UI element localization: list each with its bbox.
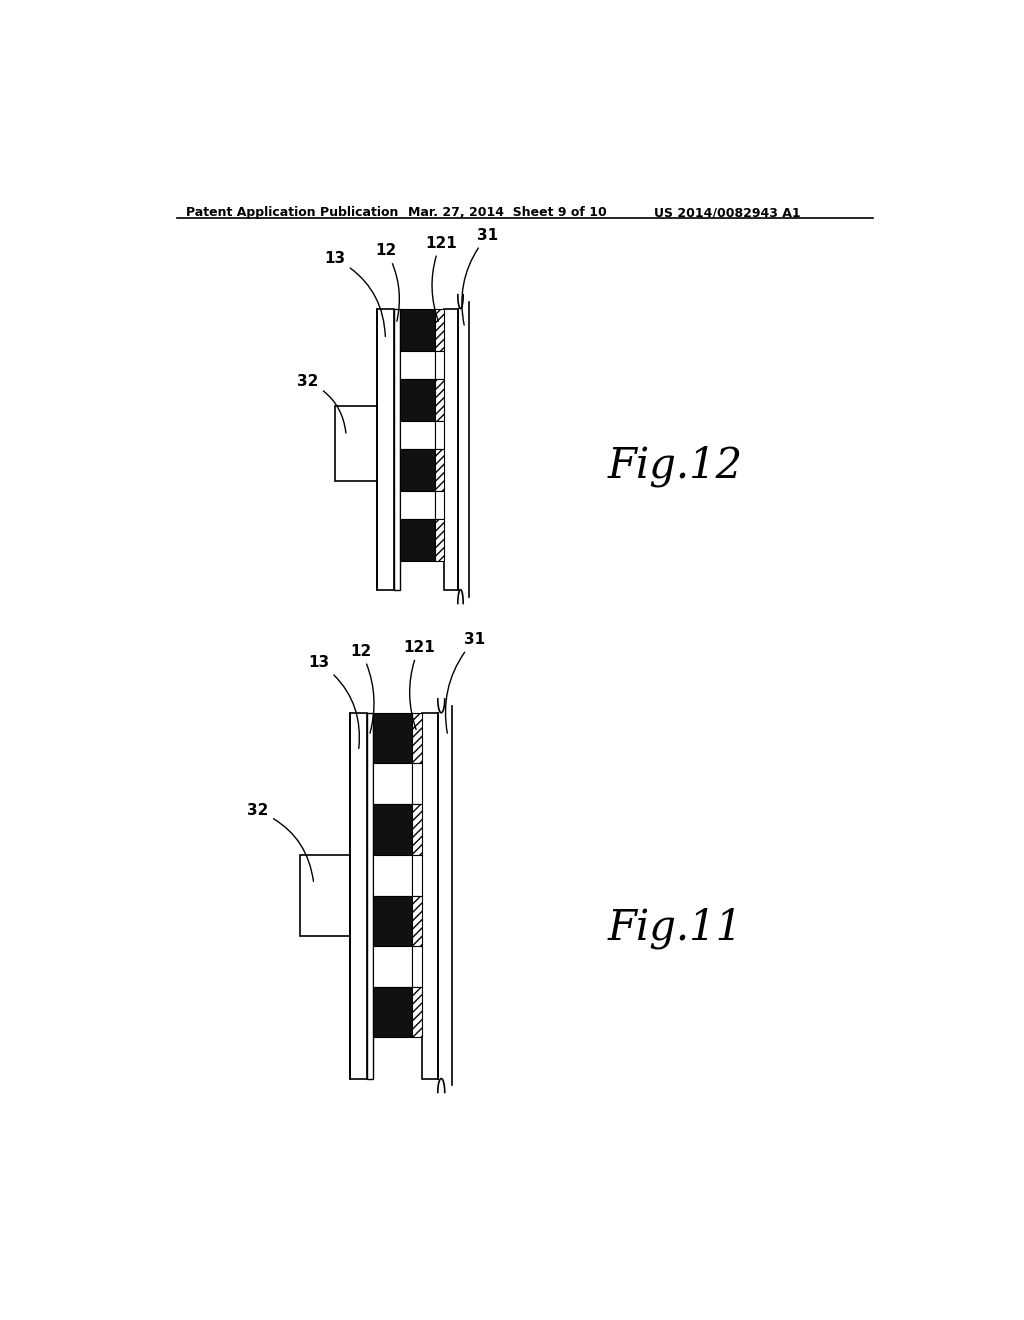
- Bar: [373, 896, 412, 946]
- Text: Patent Application Publication: Patent Application Publication: [186, 206, 398, 219]
- Bar: [400, 449, 435, 491]
- Text: Fig.11: Fig.11: [608, 907, 743, 949]
- Bar: [435, 421, 444, 449]
- Bar: [435, 449, 444, 491]
- Bar: [373, 854, 412, 896]
- Bar: [435, 491, 444, 519]
- Bar: [412, 713, 422, 763]
- Bar: [373, 804, 412, 854]
- Bar: [373, 946, 412, 987]
- Bar: [367, 713, 373, 1078]
- Bar: [400, 379, 435, 421]
- Bar: [412, 946, 422, 987]
- Bar: [335, 405, 377, 482]
- Bar: [400, 421, 435, 449]
- Bar: [400, 519, 435, 561]
- Bar: [300, 855, 350, 936]
- Bar: [412, 987, 422, 1038]
- Text: Mar. 27, 2014  Sheet 9 of 10: Mar. 27, 2014 Sheet 9 of 10: [408, 206, 606, 219]
- Text: 13: 13: [324, 251, 385, 337]
- Bar: [373, 987, 412, 1038]
- Text: Fig.12: Fig.12: [608, 445, 743, 487]
- Text: 31: 31: [445, 632, 485, 733]
- Bar: [400, 309, 435, 351]
- Bar: [412, 854, 422, 896]
- Bar: [400, 491, 435, 519]
- Bar: [350, 713, 367, 1078]
- Bar: [400, 351, 435, 379]
- Bar: [373, 896, 412, 946]
- Bar: [400, 449, 435, 491]
- Bar: [377, 309, 458, 590]
- Text: 12: 12: [376, 243, 399, 321]
- Bar: [412, 896, 422, 946]
- Text: 121: 121: [425, 235, 457, 321]
- Bar: [400, 379, 435, 421]
- Bar: [394, 309, 400, 590]
- Bar: [435, 309, 444, 351]
- Bar: [373, 987, 412, 1038]
- Bar: [373, 763, 412, 804]
- Bar: [444, 309, 458, 590]
- Bar: [422, 713, 438, 1078]
- Bar: [412, 763, 422, 804]
- Bar: [400, 519, 435, 561]
- Bar: [373, 713, 412, 763]
- Bar: [373, 804, 412, 854]
- Bar: [377, 309, 394, 590]
- Bar: [373, 713, 412, 763]
- Bar: [400, 309, 435, 351]
- Bar: [435, 379, 444, 421]
- Text: 13: 13: [308, 655, 359, 748]
- Bar: [350, 713, 438, 1078]
- Text: 121: 121: [403, 640, 435, 730]
- Text: 32: 32: [247, 804, 313, 882]
- Bar: [435, 351, 444, 379]
- Bar: [412, 804, 422, 854]
- Text: 12: 12: [350, 644, 374, 733]
- Text: US 2014/0082943 A1: US 2014/0082943 A1: [654, 206, 801, 219]
- Text: 32: 32: [297, 375, 346, 433]
- Bar: [435, 519, 444, 561]
- Text: 31: 31: [462, 228, 499, 325]
